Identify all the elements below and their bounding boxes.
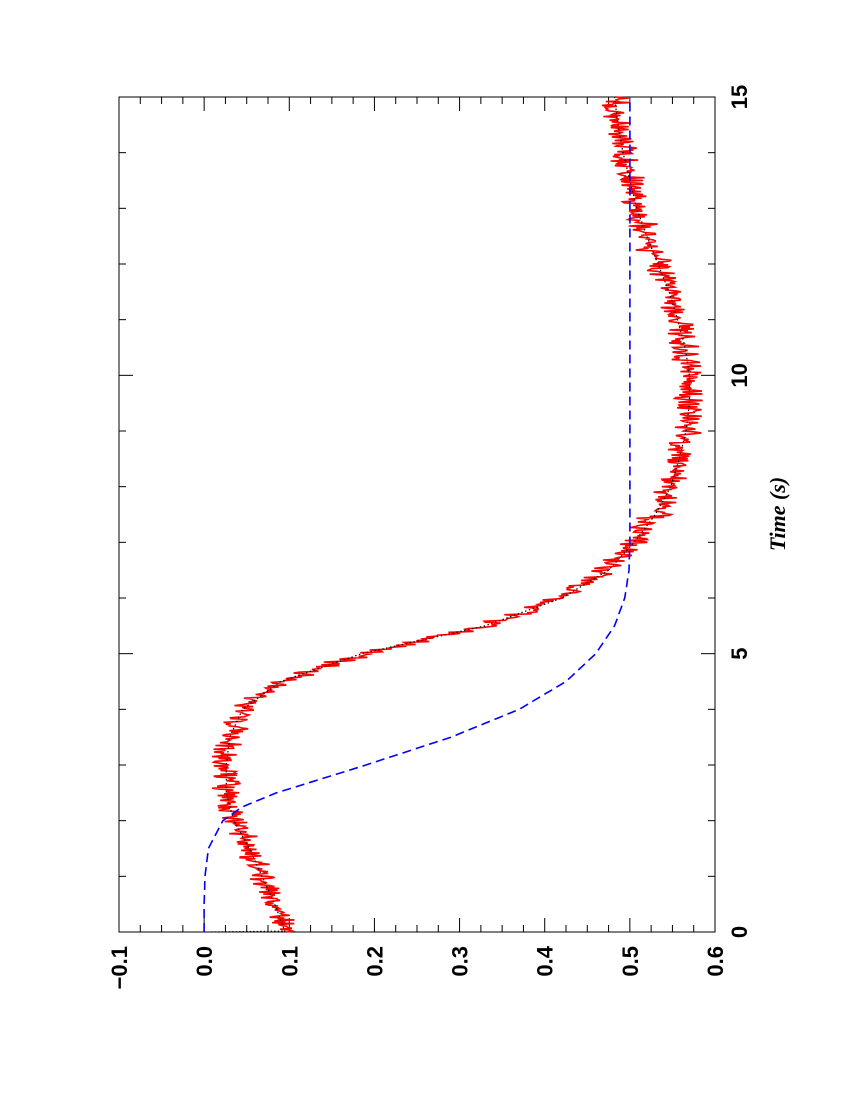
y-tick-label: 0.5 [618, 946, 643, 977]
x-tick-label: 15 [727, 85, 752, 109]
y-tick-label: 0.1 [277, 946, 302, 977]
x-tick-label: 10 [727, 363, 752, 387]
y-tick-label: 0.6 [703, 946, 728, 977]
y-tick-label: 0.3 [448, 946, 473, 977]
y-tick-label: −0.1 [107, 946, 132, 989]
x-tick-label: 5 [727, 648, 752, 660]
plot-frame [118, 96, 716, 933]
series-dashed-curve [203, 97, 631, 932]
tick-labels: 0 5 10 15 −0.1 0.0 0.1 0.2 0.3 0.4 0.5 0.6 [107, 85, 752, 990]
x-axis-title: Time (s) [765, 477, 790, 551]
ticks [118, 96, 716, 933]
y-tick-label: 0.4 [533, 945, 558, 976]
series-layer [203, 96, 703, 933]
series-dotted-trend [225, 96, 691, 933]
start-marker-dotted [204, 930, 286, 933]
series-noisy-measurement [211, 96, 703, 933]
y-tick-label: 0.0 [192, 946, 217, 977]
y-tick-label: 0.2 [362, 946, 387, 977]
x-tick-label: 0 [727, 926, 752, 938]
